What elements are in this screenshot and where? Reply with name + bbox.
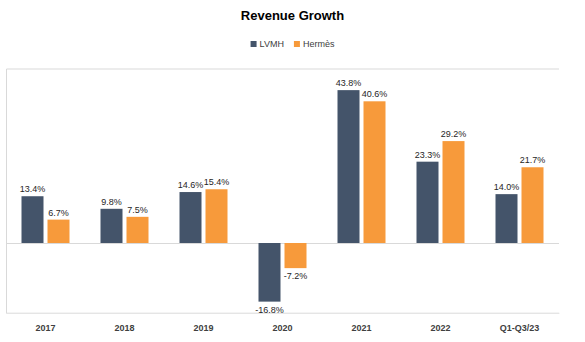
x-tick-label: 2017	[35, 323, 55, 333]
x-tick-label: 2021	[351, 323, 371, 333]
bar	[417, 162, 439, 243]
x-tick: 2022	[430, 313, 450, 333]
x-axis: 2017 2018 2019 2020 2021 2022 Q1-Q3/23	[7, 313, 560, 333]
data-label: 15.4%	[204, 177, 230, 187]
x-tick: 2019	[193, 313, 213, 333]
bar	[48, 220, 70, 243]
y-axis-line	[7, 69, 560, 313]
chart: Revenue Growth LVMH Hermès 2017 2018 2019 2020…	[0, 0, 585, 342]
data-label: -16.8%	[255, 305, 284, 315]
x-tick-label: Q1-Q3/23	[500, 323, 540, 333]
title: Revenue Growth	[241, 8, 344, 23]
x-tick: 2021	[351, 313, 371, 333]
data-label: 14.6%	[178, 180, 204, 190]
data-label: 23.3%	[415, 150, 441, 160]
data-label: 40.6%	[362, 89, 388, 99]
data-label: 14.0%	[494, 182, 520, 192]
bar	[127, 217, 149, 243]
x-tick: 2017	[35, 313, 55, 333]
bar	[443, 141, 465, 243]
legend-label: Hermès	[303, 39, 335, 49]
bar	[364, 101, 386, 243]
x-tick-label: 2019	[193, 323, 213, 333]
x-tick-label: 2022	[430, 323, 450, 333]
bar	[522, 167, 544, 243]
legend-item: Hermès	[294, 39, 335, 49]
data-label: 7.5%	[127, 205, 148, 215]
x-tick-label: 2020	[272, 323, 292, 333]
x-tick: Q1-Q3/23	[500, 313, 540, 333]
bar	[101, 209, 123, 243]
data-label: 13.4%	[20, 184, 46, 194]
data-label: 6.7%	[48, 208, 69, 218]
bar	[338, 90, 360, 243]
data-label: -7.2%	[284, 271, 308, 281]
y-grid-line	[6, 243, 559, 244]
data-labels: 13.4% 9.8% 14.6% -16.8% 43.8% 23.3% 14.0% 6.7% 7…	[20, 78, 546, 314]
data-label: 29.2%	[441, 129, 467, 139]
legend: LVMH Hermès	[251, 39, 335, 49]
bar	[180, 192, 202, 243]
y-axis	[6, 69, 559, 313]
data-label: 43.8%	[336, 78, 362, 88]
bars	[22, 90, 544, 301]
bar	[206, 189, 228, 243]
legend-label: LVMH	[260, 39, 284, 49]
x-tick-label: 2018	[114, 323, 134, 333]
x-tick: 2020	[272, 313, 292, 333]
bar	[496, 194, 518, 243]
bar	[259, 243, 281, 302]
data-label: 21.7%	[520, 155, 546, 165]
x-tick: 2018	[114, 313, 134, 333]
bar	[22, 196, 44, 243]
data-label: 9.8%	[101, 197, 122, 207]
legend-swatch	[294, 41, 300, 47]
legend-swatch	[251, 41, 257, 47]
legend-item: LVMH	[251, 39, 284, 49]
y-tick	[6, 243, 559, 244]
bar	[285, 243, 307, 268]
